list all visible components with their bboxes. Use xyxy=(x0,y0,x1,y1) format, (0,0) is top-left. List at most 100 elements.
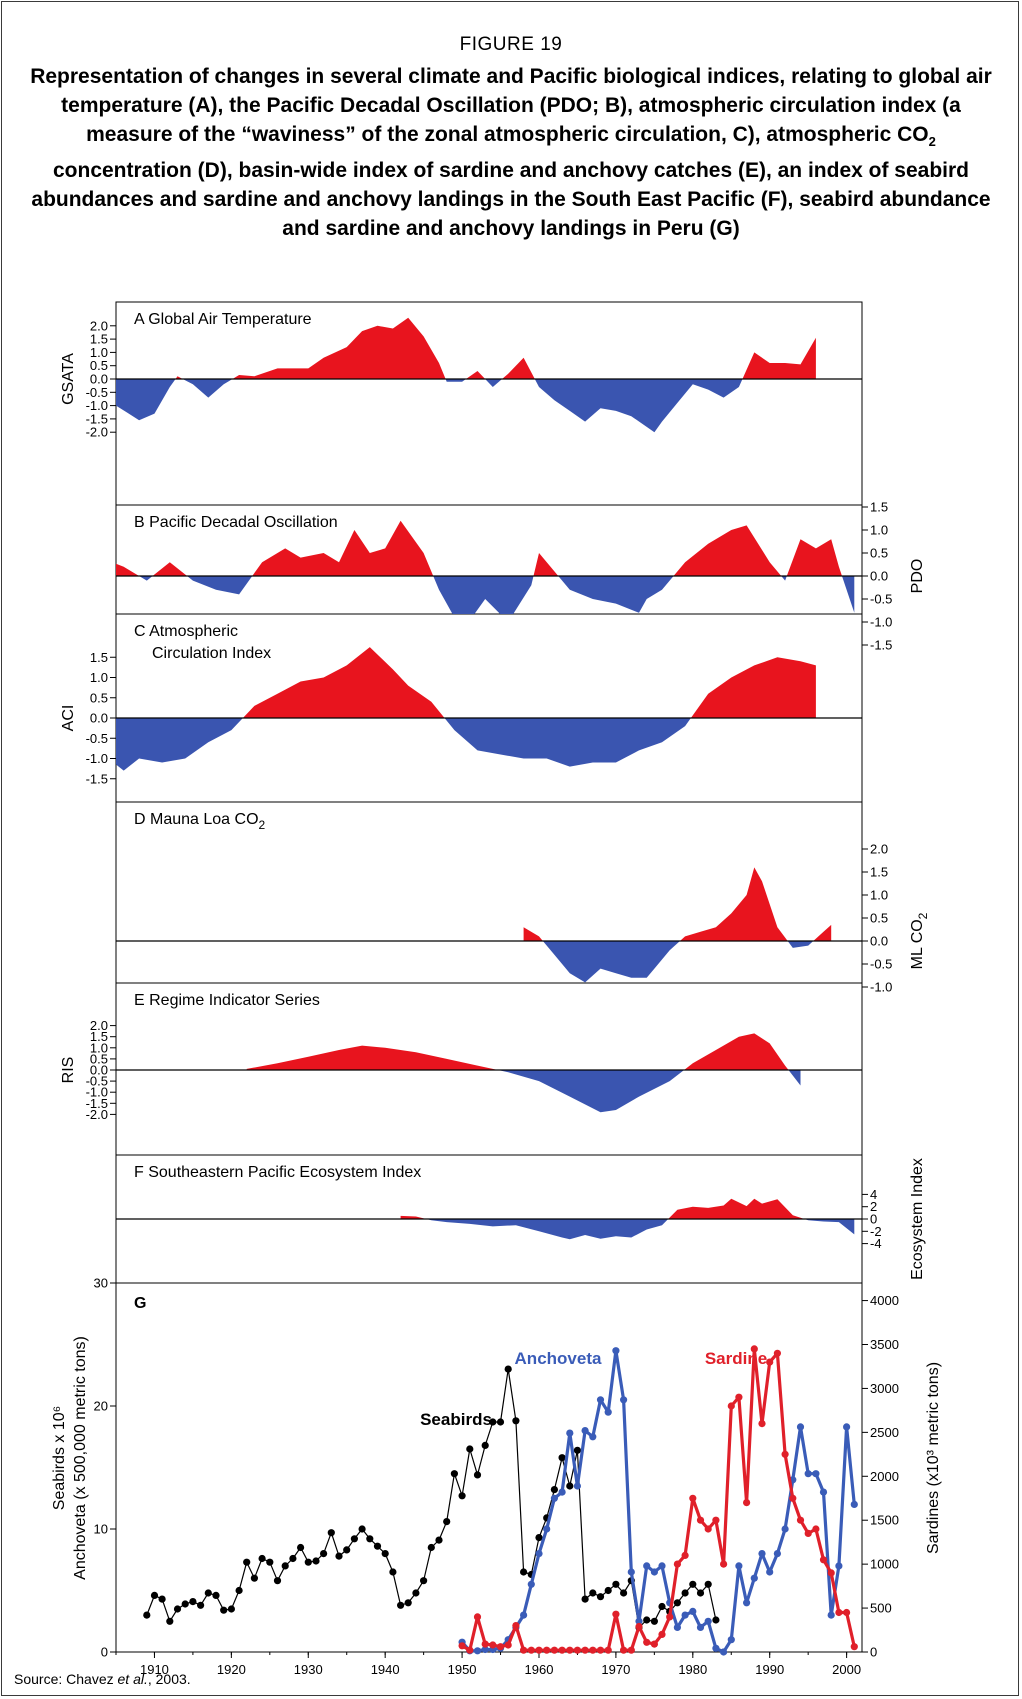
data-point-seabirds xyxy=(558,1454,566,1462)
data-point-seabirds xyxy=(566,1482,574,1490)
data-point-anchoveta xyxy=(558,1488,566,1496)
data-point-seabirds xyxy=(589,1589,597,1597)
x-tick-label: 1940 xyxy=(371,1662,400,1677)
data-point-seabirds xyxy=(643,1616,651,1624)
area-negative-f xyxy=(400,1219,855,1240)
panel-c: C Atmospheric Circulation Index 1.5 1.0 0.5 0… xyxy=(60,623,862,786)
data-point-seabirds xyxy=(481,1441,489,1449)
y-tick-label: -1.0 xyxy=(870,615,892,630)
data-point-anchoveta xyxy=(550,1494,559,1502)
area-negative-b xyxy=(116,576,855,614)
data-point-seabirds xyxy=(466,1445,474,1453)
y-tick-label: -0.5 xyxy=(870,957,892,972)
y-right-tick-label: 4000 xyxy=(870,1293,899,1308)
data-point-sardine xyxy=(535,1646,543,1654)
data-point-anchoveta xyxy=(843,1423,851,1431)
y-tick-label: -2.0 xyxy=(86,425,108,440)
data-point-seabirds xyxy=(343,1546,351,1554)
y-right-tick-label: 1500 xyxy=(870,1513,899,1528)
data-point-sardine xyxy=(796,1516,805,1524)
panel-f: F Southeastern Pacific Ecosystem Index 42… xyxy=(116,1158,926,1280)
data-point-sardine xyxy=(789,1494,797,1502)
y-right-tick-label: 500 xyxy=(870,1601,892,1616)
y-tick-label: 1.5 xyxy=(870,500,888,515)
data-point-seabirds xyxy=(327,1529,335,1537)
x-tick-label: 1930 xyxy=(294,1662,323,1677)
panel-title-a: A Global Air Temperature xyxy=(134,311,312,328)
data-point-anchoveta xyxy=(612,1347,620,1355)
data-point-seabirds xyxy=(535,1534,543,1542)
data-point-sardine xyxy=(589,1646,597,1654)
y-left-axis-label: Seabirds x 10⁶ xyxy=(51,1406,68,1510)
area-positive-b xyxy=(116,520,855,576)
data-point-sardine xyxy=(581,1646,589,1654)
y-tick-label: -1.0 xyxy=(86,1085,108,1100)
y-tick-label: -1.5 xyxy=(870,638,892,653)
data-point-anchoveta xyxy=(796,1423,805,1431)
panel-title-c: C Atmospheric xyxy=(134,623,238,640)
data-point-sardine xyxy=(766,1358,774,1366)
data-point-seabirds xyxy=(197,1601,205,1609)
data-point-anchoveta xyxy=(850,1500,858,1508)
data-point-sardine xyxy=(727,1402,735,1410)
panel-a: A Global Air Temperature2.01.51.00.50.0-… xyxy=(60,311,862,440)
y-tick-label: 1.0 xyxy=(870,523,888,538)
data-point-seabirds xyxy=(204,1589,212,1597)
data-point-sardine xyxy=(643,1638,651,1646)
data-point-seabirds xyxy=(304,1558,312,1566)
data-point-seabirds xyxy=(604,1586,612,1595)
data-point-anchoveta xyxy=(473,1647,482,1655)
data-point-seabirds xyxy=(235,1586,243,1595)
area-positive-a xyxy=(116,317,816,379)
y-tick-label: -4 xyxy=(870,1236,882,1251)
data-point-seabirds xyxy=(427,1543,435,1552)
data-point-sardine xyxy=(489,1641,497,1649)
data-point-seabirds xyxy=(389,1568,397,1576)
data-point-sardine xyxy=(473,1613,482,1621)
figure-label: FIGURE 19 xyxy=(459,34,563,55)
data-point-sardine xyxy=(596,1646,605,1654)
data-point-sardine xyxy=(550,1646,559,1654)
y-tick-label: 1.0 xyxy=(90,670,108,685)
area-positive-f xyxy=(400,1198,855,1219)
data-point-anchoveta xyxy=(581,1427,589,1435)
data-point-anchoveta xyxy=(727,1636,735,1644)
x-tick-label: 1980 xyxy=(678,1662,707,1677)
data-point-sardine xyxy=(735,1393,743,1401)
data-point-sardine xyxy=(750,1345,758,1353)
data-point-seabirds xyxy=(381,1550,389,1558)
data-point-sardine xyxy=(604,1646,612,1654)
panel-b: B Pacific Decadal Oscillation 1.5 1.0 0.5 0.… xyxy=(116,500,926,653)
data-point-seabirds xyxy=(397,1601,405,1609)
y-right-tick-label: 2000 xyxy=(870,1469,899,1484)
data-point-seabirds xyxy=(143,1611,151,1619)
x-tick-label: 1920 xyxy=(217,1662,246,1677)
data-point-seabirds xyxy=(173,1605,182,1613)
y-tick-label: 0.0 xyxy=(90,1063,108,1078)
data-point-sardine xyxy=(689,1494,697,1502)
data-point-seabirds xyxy=(158,1595,166,1603)
data-point-seabirds xyxy=(312,1557,320,1565)
y-tick-label: -2 xyxy=(870,1224,882,1239)
data-point-seabirds xyxy=(181,1600,189,1608)
data-point-seabirds xyxy=(581,1595,589,1603)
y-tick-label: 0.5 xyxy=(90,690,108,705)
data-point-sardine xyxy=(573,1646,582,1654)
series-line-sardine xyxy=(461,1347,856,1652)
y-left-axis-label: Anchoveta (x 500,000 metric tons) xyxy=(72,1336,89,1580)
data-point-sardine xyxy=(481,1640,489,1648)
data-point-seabirds xyxy=(689,1580,697,1588)
data-point-sardine xyxy=(835,1608,843,1617)
y-tick-label: 1.0 xyxy=(90,1040,108,1055)
data-point-anchoveta xyxy=(673,1623,682,1631)
data-point-seabirds xyxy=(450,1470,458,1478)
data-point-seabirds xyxy=(189,1598,197,1606)
data-point-sardine xyxy=(496,1643,505,1651)
data-point-seabirds xyxy=(289,1554,297,1563)
data-point-anchoveta xyxy=(543,1525,551,1533)
series-seabirds xyxy=(143,1365,720,1631)
data-point-sardine xyxy=(743,1499,751,1507)
data-point-seabirds xyxy=(473,1471,482,1479)
data-point-seabirds xyxy=(420,1577,428,1585)
